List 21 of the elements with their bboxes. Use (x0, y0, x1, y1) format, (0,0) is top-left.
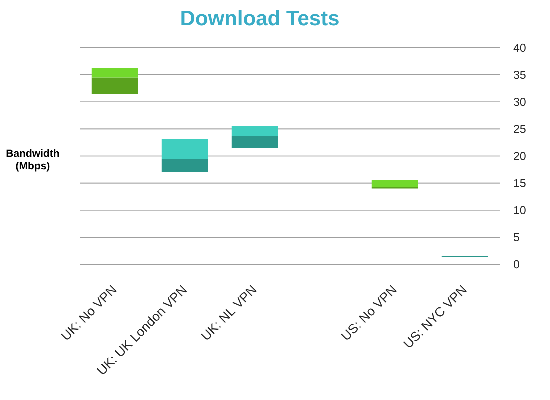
y-axis-title: Bandwidth (Mbps) (6, 149, 60, 172)
y-tick-label: 10 (514, 206, 526, 214)
bar (162, 139, 208, 160)
bar (162, 160, 208, 172)
bar (92, 78, 138, 94)
y-tick-label: 30 (514, 98, 526, 106)
y-tick-label: 40 (514, 44, 526, 52)
bar (232, 126, 278, 136)
x-tick-label: UK: No VPN (61, 285, 117, 340)
y-tick-label: 15 (514, 179, 526, 188)
y-tick-label: 5 (514, 233, 520, 242)
bar (232, 136, 278, 148)
chart-title: Download Tests (182, 10, 339, 26)
y-tick-label: 25 (514, 125, 526, 134)
y-tick-label: 0 (514, 260, 520, 269)
bar (92, 68, 138, 78)
bar (372, 180, 418, 188)
x-tick-label: UK: NL VPN (201, 285, 257, 340)
y-tick-label: 35 (514, 70, 526, 80)
y-tick-label: 20 (514, 152, 526, 160)
x-tick-label: US: No VPN (341, 285, 398, 340)
